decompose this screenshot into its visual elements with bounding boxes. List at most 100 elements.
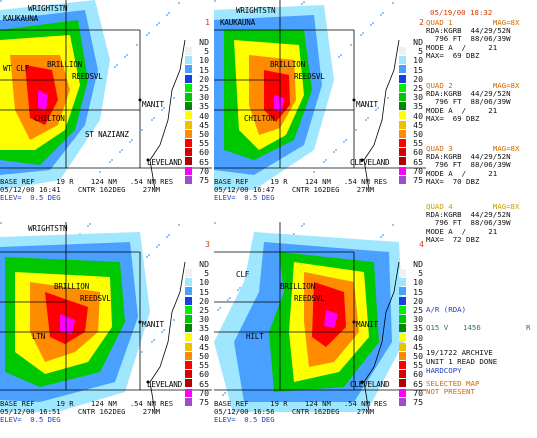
clutter-speck	[151, 341, 153, 343]
clutter-speck	[362, 32, 364, 34]
radar-image[interactable]	[214, 222, 426, 412]
city-marker	[146, 380, 150, 384]
city-label-wrightstown: WRIGHTSTN	[236, 6, 276, 15]
scale-value: 15	[413, 64, 423, 75]
radar-quad-4[interactable]: 4 ND 5 10 15 20 25 30 35 40 45 50 55 60 65 70 75 CLF BRILL…	[214, 222, 426, 428]
scale-swatch	[399, 397, 406, 406]
clutter-speck	[219, 307, 221, 309]
panel-line: RDA:KGRB 44/29/52N	[426, 152, 511, 162]
clutter-speck	[131, 139, 133, 141]
clutter-speck	[141, 351, 143, 353]
city-label-reedsvl: REEDSVL	[294, 72, 325, 81]
scale-value: 35	[199, 101, 209, 112]
clutter-speck	[116, 64, 118, 66]
radar-image[interactable]	[214, 0, 426, 190]
dbz-scale: ND 5 10 15 20 25 30 35 40 45 50 55 60 65 70 75	[407, 37, 423, 185]
scale-value: 55	[413, 138, 423, 149]
scale-swatch	[399, 102, 406, 111]
scale-value: 65	[413, 156, 423, 167]
clutter-speck	[166, 236, 168, 238]
scale-value: 40	[199, 110, 209, 121]
q15-r: R	[526, 323, 531, 332]
timestamp: 05/19/00 18:32	[430, 8, 493, 17]
radar-quad-3[interactable]: 3 ND 5 10 15 20 25 30 35 40 45 50 55 60 65 70 75 WRIGHTST…	[0, 222, 212, 428]
clutter-speck	[119, 151, 121, 153]
clutter-speck	[333, 151, 335, 153]
clutter-speck	[355, 129, 357, 131]
clutter-speck	[224, 392, 226, 394]
clutter-speck	[392, 2, 394, 4]
clutter-speck	[335, 149, 337, 151]
radar-image[interactable]	[0, 222, 212, 412]
scale-value: 25	[199, 83, 209, 94]
city-label-cleveland: CLEVELAND	[350, 380, 390, 389]
clutter-speck	[350, 44, 352, 46]
city-label-brillion: BRILLION	[270, 60, 305, 69]
clutter-speck	[303, 223, 305, 225]
scale-swatch	[185, 157, 192, 166]
panel-header[interactable]: QUAD 2 MAG=8X	[426, 81, 520, 90]
city-label-manit: MANIT	[142, 100, 164, 109]
scale-value: 60	[199, 369, 209, 380]
selected-map-label: SELECTED MAP	[426, 379, 480, 388]
footer-line1: BASE REF 19 R 124 NM .54 NM RES	[214, 177, 388, 186]
clutter-speck	[380, 236, 382, 238]
city-marker	[352, 98, 356, 102]
city-label-cleveland: LEVELAND	[147, 158, 182, 167]
panel-line: 796 FT 88/06/39W	[426, 97, 511, 107]
hardcopy-button[interactable]: HARDCOPY	[426, 366, 462, 375]
clutter-speck	[156, 246, 158, 248]
panel-header[interactable]: QUAD 1 MAG=8X	[426, 18, 520, 27]
footer-line3: ELEV= 0.5 DEG	[214, 415, 275, 424]
city-label-chilton: LTN	[32, 332, 46, 341]
footer-line2: 05/12/00 16:51 CNTR 162DEG 27NM	[0, 407, 161, 416]
city-label-brillion: BRILLION	[47, 60, 82, 69]
clutter-speck	[153, 339, 155, 341]
scale-header: ND	[413, 37, 423, 47]
scale-swatch	[185, 388, 192, 397]
city-marker	[360, 380, 364, 384]
clutter-speck	[156, 24, 158, 26]
clutter-speck	[89, 223, 91, 225]
scale-value: 45	[199, 341, 209, 352]
radar-quad-2[interactable]: 2 ND 5 10 15 20 25 30 35 40 45 50 55 60 65 70 75 WRIGHTST…	[214, 0, 426, 206]
scale-value: 35	[413, 323, 423, 334]
panel-header[interactable]: QUAD 4 MAG=8X	[426, 202, 520, 211]
clutter-speck	[325, 159, 327, 161]
city-label-chilton: HILT	[246, 332, 264, 341]
quad-info-panel-2: QUAD 2 MAG=8X RDA:KGRB 44/29/52N 796 FT 8…	[426, 81, 537, 123]
radar-image[interactable]	[0, 0, 212, 190]
scale-value: 15	[199, 286, 209, 297]
clutter-speck	[148, 32, 150, 34]
clutter-speck	[377, 107, 379, 109]
city-label-manit: MANIT	[356, 320, 378, 329]
scale-swatch	[399, 175, 406, 184]
scale-value: 30	[199, 314, 209, 325]
clutter-speck	[214, 0, 216, 2]
clutter-speck	[178, 2, 180, 4]
scale-swatch	[399, 120, 406, 129]
scale-value: 10	[413, 55, 423, 66]
lake-shoreline	[149, 39, 186, 190]
dbz-scale: ND 5 10 15 20 25 30 35 40 45 50 55 60 65 70 75	[407, 259, 423, 407]
radar-quad-1[interactable]: 1 ND 5 10 15 20 25 30 35 40 45 50 55 60 65 70 75 WRIGHTST…	[0, 0, 212, 206]
clutter-speck	[227, 299, 229, 301]
scale-swatch	[185, 287, 192, 296]
clutter-speck	[323, 161, 325, 163]
clutter-speck	[345, 139, 347, 141]
panel-line: MAX= 69 DBZ	[426, 113, 480, 123]
scale-value: 30	[413, 92, 423, 103]
scale-value: 20	[413, 295, 423, 306]
clutter-speck	[237, 289, 239, 291]
scale-swatch	[399, 388, 406, 397]
footer-line2: 05/12/00 16:47 CNTR 162DEG 27NM	[214, 185, 375, 194]
scale-swatch	[185, 315, 192, 323]
panel-header[interactable]: QUAD 3 MAG=8X	[426, 144, 520, 153]
clutter-speck	[303, 1, 305, 3]
scale-swatch	[185, 175, 192, 184]
quad-footer: BASE REF 19 R 124 NM .54 NM RES 05/12/00 …	[0, 400, 212, 424]
clutter-speck	[239, 287, 241, 289]
scale-swatch	[185, 148, 192, 157]
footer-line2: 05/12/00 16:41 CNTR 162DEG 27NM	[0, 185, 161, 194]
clutter-speck	[158, 244, 160, 246]
